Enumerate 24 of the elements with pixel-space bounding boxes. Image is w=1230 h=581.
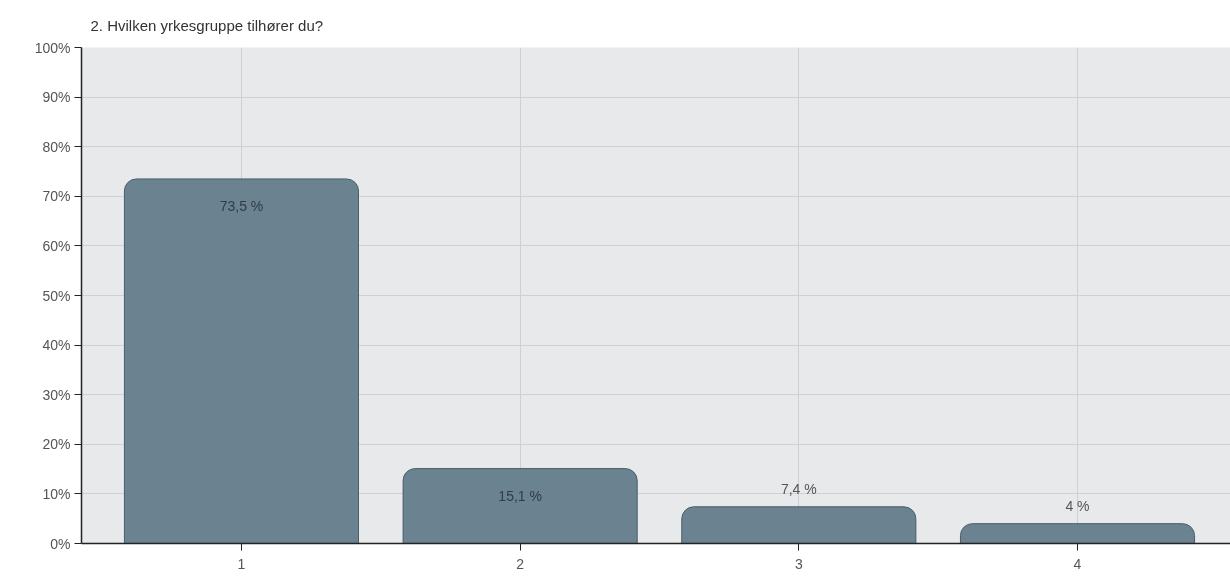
chart-title: 2. Hvilken yrkesgruppe tilhører du? [90,16,324,34]
y-tick-label: 80% [42,138,71,155]
y-tick-label: 60% [42,237,71,254]
data-label: 73,5 % [219,197,264,214]
x-tick-label: 1 [237,555,246,572]
y-tick-label: 0% [50,535,71,552]
data-label: 4 % [1065,497,1090,514]
bar [681,506,917,544]
data-label: 15,1 % [498,487,542,504]
bar [123,178,360,544]
y-tick-label: 30% [42,386,71,403]
y-tick-label: 70% [42,188,71,205]
y-tick-label: 90% [42,89,71,106]
y-tick-label: 20% [42,436,71,453]
y-tick-label: 40% [42,337,71,354]
x-tick-label: 2 [516,555,525,572]
y-tick-label: 100% [34,39,71,56]
data-label: 7,4 % [780,480,817,497]
y-tick-label: 50% [42,287,71,304]
bar [402,468,638,544]
y-tick-label: 10% [42,485,71,502]
x-tick-label: 3 [794,555,803,572]
bar [959,523,1196,544]
x-tick-label: 4 [1073,555,1082,572]
